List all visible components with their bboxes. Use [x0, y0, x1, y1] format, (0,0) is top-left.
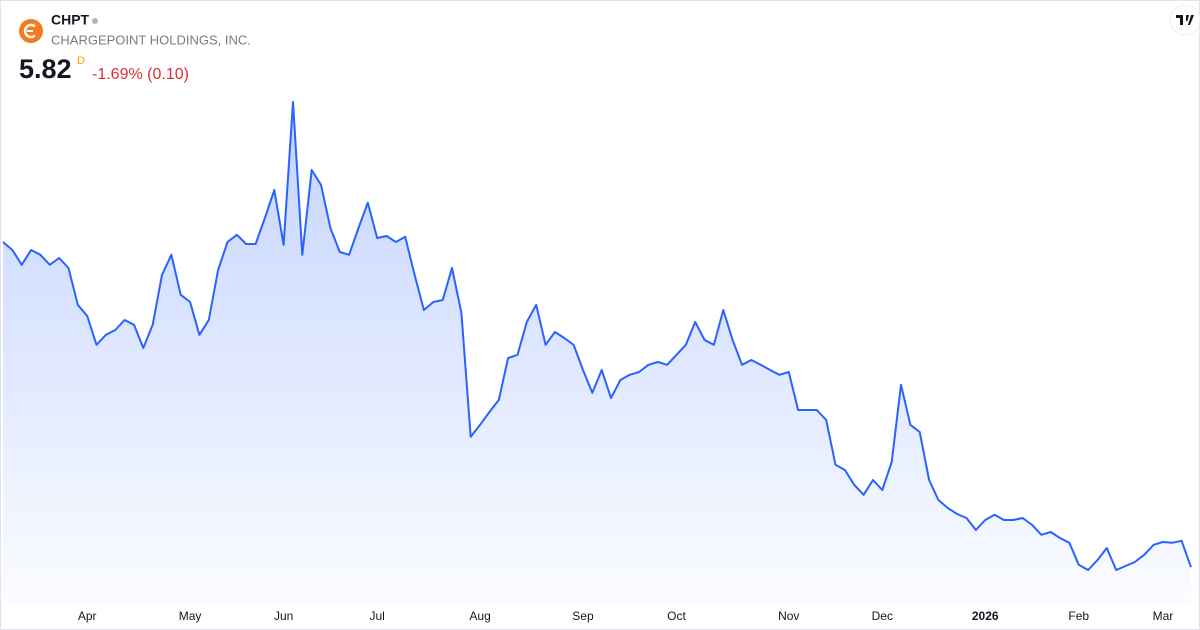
price: 5.82	[19, 54, 72, 84]
symbol-logo	[19, 19, 43, 43]
area	[3, 102, 1191, 603]
x-tick-label: Jul	[370, 609, 385, 623]
status-dot	[92, 18, 98, 24]
x-tick-label: Apr	[78, 609, 97, 623]
price-line	[2, 101, 1192, 571]
x-tick-label: Nov	[778, 609, 799, 623]
x-tick-label: 2026	[972, 609, 999, 623]
interval: D	[77, 55, 85, 67]
x-tick-label: Feb	[1068, 609, 1089, 623]
x-tick-label: Mar	[1153, 609, 1174, 623]
x-tick-label: Dec	[872, 609, 893, 623]
x-tick-label: Aug	[469, 609, 490, 623]
brand-logo[interactable]	[1169, 4, 1200, 36]
price-change: -1.69% (0.10)	[92, 66, 189, 83]
x-tick-label: Oct	[667, 609, 686, 623]
symbol: CHPT	[51, 12, 90, 28]
plot-area	[2, 101, 1192, 603]
company-name: CHARGEPOINT HOLDINGS, INC.	[51, 32, 251, 47]
x-tick-label: Jun	[274, 609, 293, 623]
x-tick-label: Sep	[572, 609, 594, 623]
x-tick-label: May	[179, 609, 202, 623]
